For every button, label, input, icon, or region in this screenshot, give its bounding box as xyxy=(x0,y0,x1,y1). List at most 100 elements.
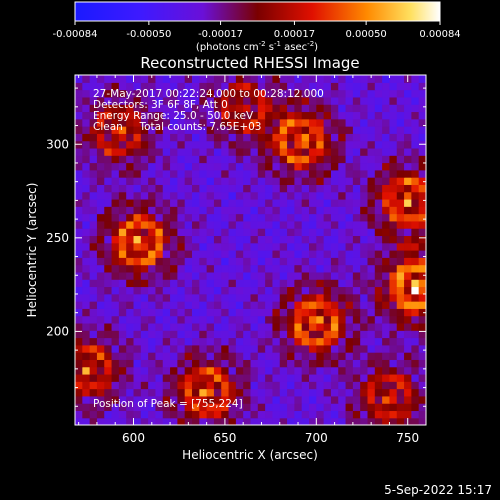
heatmap-cell xyxy=(82,257,91,266)
heatmap-cell xyxy=(309,410,317,419)
heatmap-cell xyxy=(177,301,186,309)
heatmap-cell xyxy=(221,213,230,222)
heatmap-cell xyxy=(345,344,354,353)
heatmap-cell xyxy=(352,242,361,251)
heatmap-cell xyxy=(257,344,266,353)
heatmap-cell xyxy=(316,395,325,404)
heatmap-cell xyxy=(89,206,98,215)
heatmap-cell xyxy=(177,155,186,164)
heatmap-cell xyxy=(162,213,171,222)
heatmap-cell xyxy=(345,250,354,258)
heatmap-cell xyxy=(323,366,332,375)
heatmap-cell xyxy=(316,235,325,244)
heatmap-cell xyxy=(367,337,376,346)
heatmap-cell xyxy=(352,198,361,207)
heatmap-cell xyxy=(133,198,142,207)
heatmap-cell xyxy=(133,286,142,295)
heatmap-cell xyxy=(250,220,259,229)
heatmap-cell xyxy=(228,359,237,368)
heatmap-cell xyxy=(206,381,215,390)
heatmap-cell xyxy=(199,410,208,419)
heatmap-cell xyxy=(418,344,426,353)
heatmap-cell xyxy=(250,395,259,404)
heatmap-cell xyxy=(257,126,266,134)
heatmap-cell xyxy=(279,359,288,368)
heatmap-cell xyxy=(279,191,288,200)
heatmap-cell xyxy=(279,104,288,113)
heatmap-cell xyxy=(104,286,113,295)
heatmap-cell xyxy=(177,82,186,91)
heatmap-cell xyxy=(338,191,347,200)
heatmap-cell xyxy=(360,395,369,404)
heatmap-cell xyxy=(396,264,405,273)
heatmap-cell xyxy=(111,250,120,258)
heatmap-cell xyxy=(82,308,91,317)
heatmap-cell xyxy=(221,155,230,164)
heatmap-cell xyxy=(118,322,127,331)
heatmap-cell xyxy=(243,228,252,237)
heatmap-cell xyxy=(323,242,332,251)
heatmap-cell xyxy=(294,177,303,185)
heatmap-cell xyxy=(228,198,237,207)
heatmap-cell xyxy=(301,381,310,390)
heatmap-cell xyxy=(177,104,186,113)
heatmap-cell xyxy=(294,96,303,105)
heatmap-cell xyxy=(221,271,230,280)
heatmap-cell xyxy=(162,308,171,317)
heatmap-cell xyxy=(309,89,317,98)
heatmap-cell xyxy=(118,250,127,258)
heatmap-cell xyxy=(118,271,127,280)
heatmap-cell xyxy=(162,315,171,324)
heatmap-cell xyxy=(287,322,295,331)
heatmap-cell xyxy=(265,126,274,134)
heatmap-cell xyxy=(75,242,83,251)
heatmap-cell xyxy=(411,235,420,244)
heatmap-cell xyxy=(235,330,244,339)
heatmap-cell xyxy=(228,250,237,258)
heatmap-cell xyxy=(250,206,259,215)
heatmap-cell xyxy=(140,96,149,105)
heatmap-cell xyxy=(118,242,127,251)
heatmap-cell xyxy=(301,133,310,142)
heatmap-cell xyxy=(382,373,391,382)
heatmap-cell xyxy=(104,264,113,273)
heatmap-cell xyxy=(338,75,347,83)
heatmap-cell xyxy=(170,228,178,237)
heatmap-cell xyxy=(411,373,420,382)
heatmap-cell xyxy=(294,242,303,251)
heatmap-cell xyxy=(287,344,295,353)
heatmap-cell xyxy=(323,235,332,244)
heatmap-cell xyxy=(265,228,274,237)
heatmap-cell xyxy=(294,82,303,91)
heatmap-cell xyxy=(235,155,244,164)
heatmap-cell xyxy=(279,111,288,120)
heatmap-cell xyxy=(287,279,295,288)
heatmap-cell xyxy=(374,344,383,353)
heatmap-cell xyxy=(199,330,208,339)
heatmap-cell xyxy=(228,388,237,397)
heatmap-cell xyxy=(360,344,369,353)
heatmap-cell xyxy=(75,89,83,98)
heatmap-cell xyxy=(118,373,127,382)
heatmap-cell xyxy=(279,337,288,346)
heatmap-cell xyxy=(206,242,215,251)
heatmap-cell xyxy=(360,104,369,113)
heatmap-cell xyxy=(213,373,222,382)
heatmap-cell xyxy=(75,337,83,346)
heatmap-cell xyxy=(367,177,376,185)
heatmap-cell xyxy=(330,301,339,309)
heatmap-cell xyxy=(352,75,361,83)
heatmap-cell xyxy=(235,395,244,404)
heatmap-cell xyxy=(89,293,98,302)
heatmap-cell xyxy=(184,96,193,105)
heatmap-cell xyxy=(323,279,332,288)
heatmap-cell xyxy=(323,191,332,200)
heatmap-cell xyxy=(418,279,426,288)
heatmap-cell xyxy=(243,352,252,360)
heatmap-cell xyxy=(396,344,405,353)
heatmap-cell xyxy=(184,140,193,149)
heatmap-cell xyxy=(301,162,310,171)
heatmap-cell xyxy=(330,403,339,412)
heatmap-cell xyxy=(192,271,200,280)
